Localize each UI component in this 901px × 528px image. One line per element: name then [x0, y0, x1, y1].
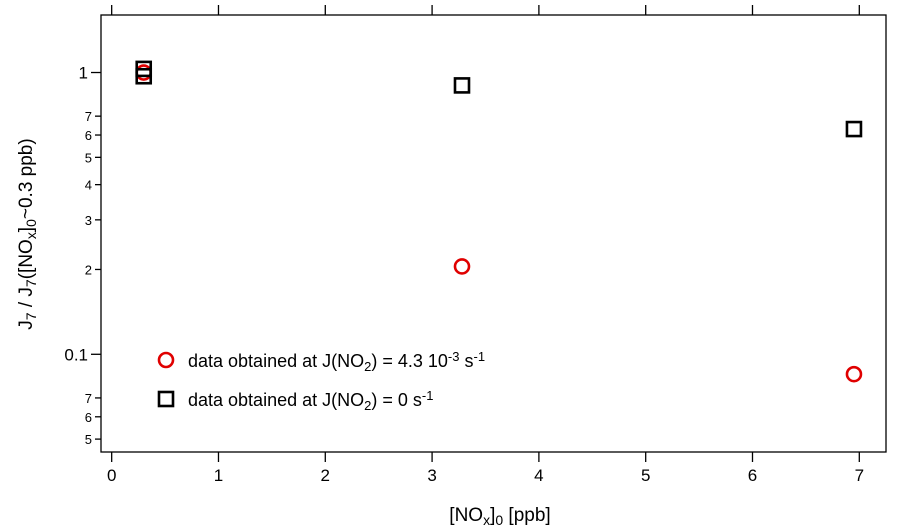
legend-marker — [157, 390, 175, 408]
y-major-tick-label: 1 — [79, 64, 88, 83]
y-minor-tick-label: 4 — [85, 178, 92, 193]
x-tick-label: 6 — [748, 466, 757, 485]
square-point — [845, 120, 863, 138]
square-point — [135, 67, 153, 85]
circle-point — [135, 64, 153, 81]
x-tick-label: 0 — [107, 466, 116, 485]
legend-label: data obtained at J(NO2) = 4.3 10-3 s-1 — [188, 349, 485, 374]
circle-point — [845, 365, 863, 383]
square-point — [453, 77, 471, 94]
x-axis: 0 1 2 3 4 5 6 7 — [107, 5, 864, 485]
y-axis-title: J7 / J7([NOx]0~0.3 ppb) — [16, 138, 39, 329]
axis-titles: [NOx]0 [ppb] J7 / J7([NOx]0~0.3 ppb) — [16, 138, 551, 528]
plot-border — [100, 14, 887, 453]
y-minor-tick-label: 6 — [85, 128, 92, 143]
x-axis-title: [NOx]0 [ppb] — [449, 505, 550, 528]
legend: data obtained at J(NO2) = 4.3 10-3 s-1 da… — [157, 349, 485, 413]
y-major-tick-label: 0.1 — [64, 345, 88, 364]
y-minor-tick-label: 3 — [85, 213, 92, 228]
y-minor-tick-label: 5 — [85, 432, 92, 447]
data-points — [135, 60, 863, 383]
y-minor-tick-label: 7 — [85, 109, 92, 124]
circle-point — [453, 258, 471, 275]
y-axis: 0.1 1 5 6 7 2 3 4 5 6 7 — [64, 64, 101, 447]
x-tick-label: 1 — [214, 466, 223, 485]
y-minor-tick-label: 2 — [85, 262, 92, 277]
y-minor-tick-label: 5 — [85, 150, 92, 165]
y-minor-tick-label: 7 — [85, 391, 92, 406]
x-tick-label: 5 — [641, 466, 650, 485]
y-minor-tick-label: 6 — [85, 410, 92, 425]
legend-marker — [157, 351, 175, 369]
x-tick-label: 7 — [855, 466, 864, 485]
legend-label: data obtained at J(NO2) = 0 s-1 — [188, 388, 433, 413]
x-tick-label: 2 — [321, 466, 330, 485]
plot-frame — [100, 14, 887, 453]
x-tick-label: 3 — [427, 466, 436, 485]
x-tick-label: 4 — [534, 466, 543, 485]
